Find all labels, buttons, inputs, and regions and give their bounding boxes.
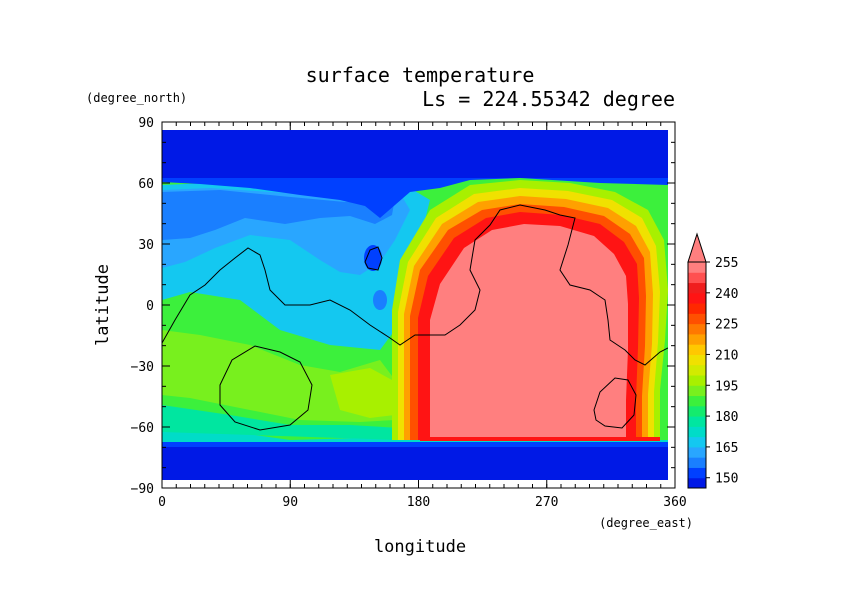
colorbar-extend-arrow — [687, 232, 707, 263]
x-unit-label: (degree_east) — [599, 516, 693, 530]
y-axis-label: latitude — [93, 264, 113, 346]
colorbar-swatch — [688, 354, 706, 366]
band-west-deepblue — [162, 190, 395, 240]
colorbar-swatch — [688, 292, 706, 304]
y-tick-label: −90 — [131, 482, 154, 497]
y-tick-label: 0 — [146, 299, 154, 314]
y-tick-label: 60 — [138, 177, 154, 192]
y-unit-label: (degree_north) — [86, 91, 187, 105]
colorbar-tick-label: 165 — [715, 441, 738, 456]
colorbar-swatch — [688, 467, 706, 479]
colorbar-frame — [687, 261, 707, 489]
chart-subtitle: Ls = 224.55342 degree — [422, 87, 675, 111]
colorbar-swatch — [688, 405, 706, 417]
cool-spot — [373, 290, 387, 310]
colorbar-swatch — [688, 262, 706, 273]
band-south-teal — [162, 405, 400, 440]
chart-title: surface temperature — [306, 63, 535, 87]
colorbar-swatch — [688, 375, 706, 386]
north-cap-deep — [162, 130, 668, 178]
colorbar-swatch — [688, 313, 706, 325]
colorbar-swatch — [688, 385, 706, 397]
colorbar-swatch — [688, 477, 706, 489]
x-tick-label: 270 — [535, 495, 558, 510]
y-tick-label: −30 — [131, 360, 154, 375]
colorbar-tick-label: 255 — [715, 256, 738, 271]
colorbar-tick-label: 195 — [715, 379, 738, 394]
colorbar-swatch — [688, 446, 706, 458]
colorbar-swatch — [688, 323, 706, 335]
topography-contour — [364, 246, 383, 271]
colorbar-swatch — [688, 344, 706, 355]
colorbar-swatch — [688, 457, 706, 468]
band-west-yellowgreen — [330, 368, 395, 418]
dome-core — [430, 224, 628, 440]
south-warm-edge — [420, 437, 660, 441]
colorbar-swatch — [688, 333, 706, 345]
colorbar-swatch — [688, 426, 706, 438]
topography-contour — [162, 204, 668, 366]
colorbar-tick-label: 150 — [715, 472, 738, 487]
colorbar-tick-label: 210 — [715, 348, 738, 363]
y-tick-label: −60 — [131, 421, 154, 436]
temperature-field — [162, 130, 668, 480]
colorbar-swatch — [688, 364, 706, 376]
x-tick-label: 90 — [282, 495, 298, 510]
x-axis: 0 90 180 270 360 — [158, 122, 687, 510]
south-cap — [162, 446, 668, 480]
x-tick-label: 0 — [158, 495, 166, 510]
colorbar-swatch — [688, 395, 706, 407]
colorbar-tick-label: 225 — [715, 318, 738, 333]
colorbar-swatch — [688, 416, 706, 427]
colorbar-tick-label: 240 — [715, 287, 738, 302]
topography-contour — [219, 345, 313, 431]
y-tick-label: 30 — [138, 238, 154, 253]
y-tick-label: 90 — [138, 116, 154, 131]
colorbar-swatch — [688, 272, 706, 284]
colorbar: 150 165 180 195 210 225 240 255 — [687, 232, 738, 489]
topography-contour — [593, 377, 637, 429]
x-axis-label: longitude — [374, 537, 466, 557]
colorbar-swatch — [688, 436, 706, 448]
y-axis: 90 60 30 0 −30 −60 −90 — [131, 116, 675, 497]
x-tick-label: 360 — [663, 495, 686, 510]
south-cap-edge — [162, 442, 668, 447]
x-tick-label: 180 — [407, 495, 430, 510]
colorbar-swatch — [688, 303, 706, 314]
colorbar-tick-label: 180 — [715, 410, 738, 425]
cold-spot — [364, 245, 382, 271]
colorbar-swatch — [688, 282, 706, 294]
